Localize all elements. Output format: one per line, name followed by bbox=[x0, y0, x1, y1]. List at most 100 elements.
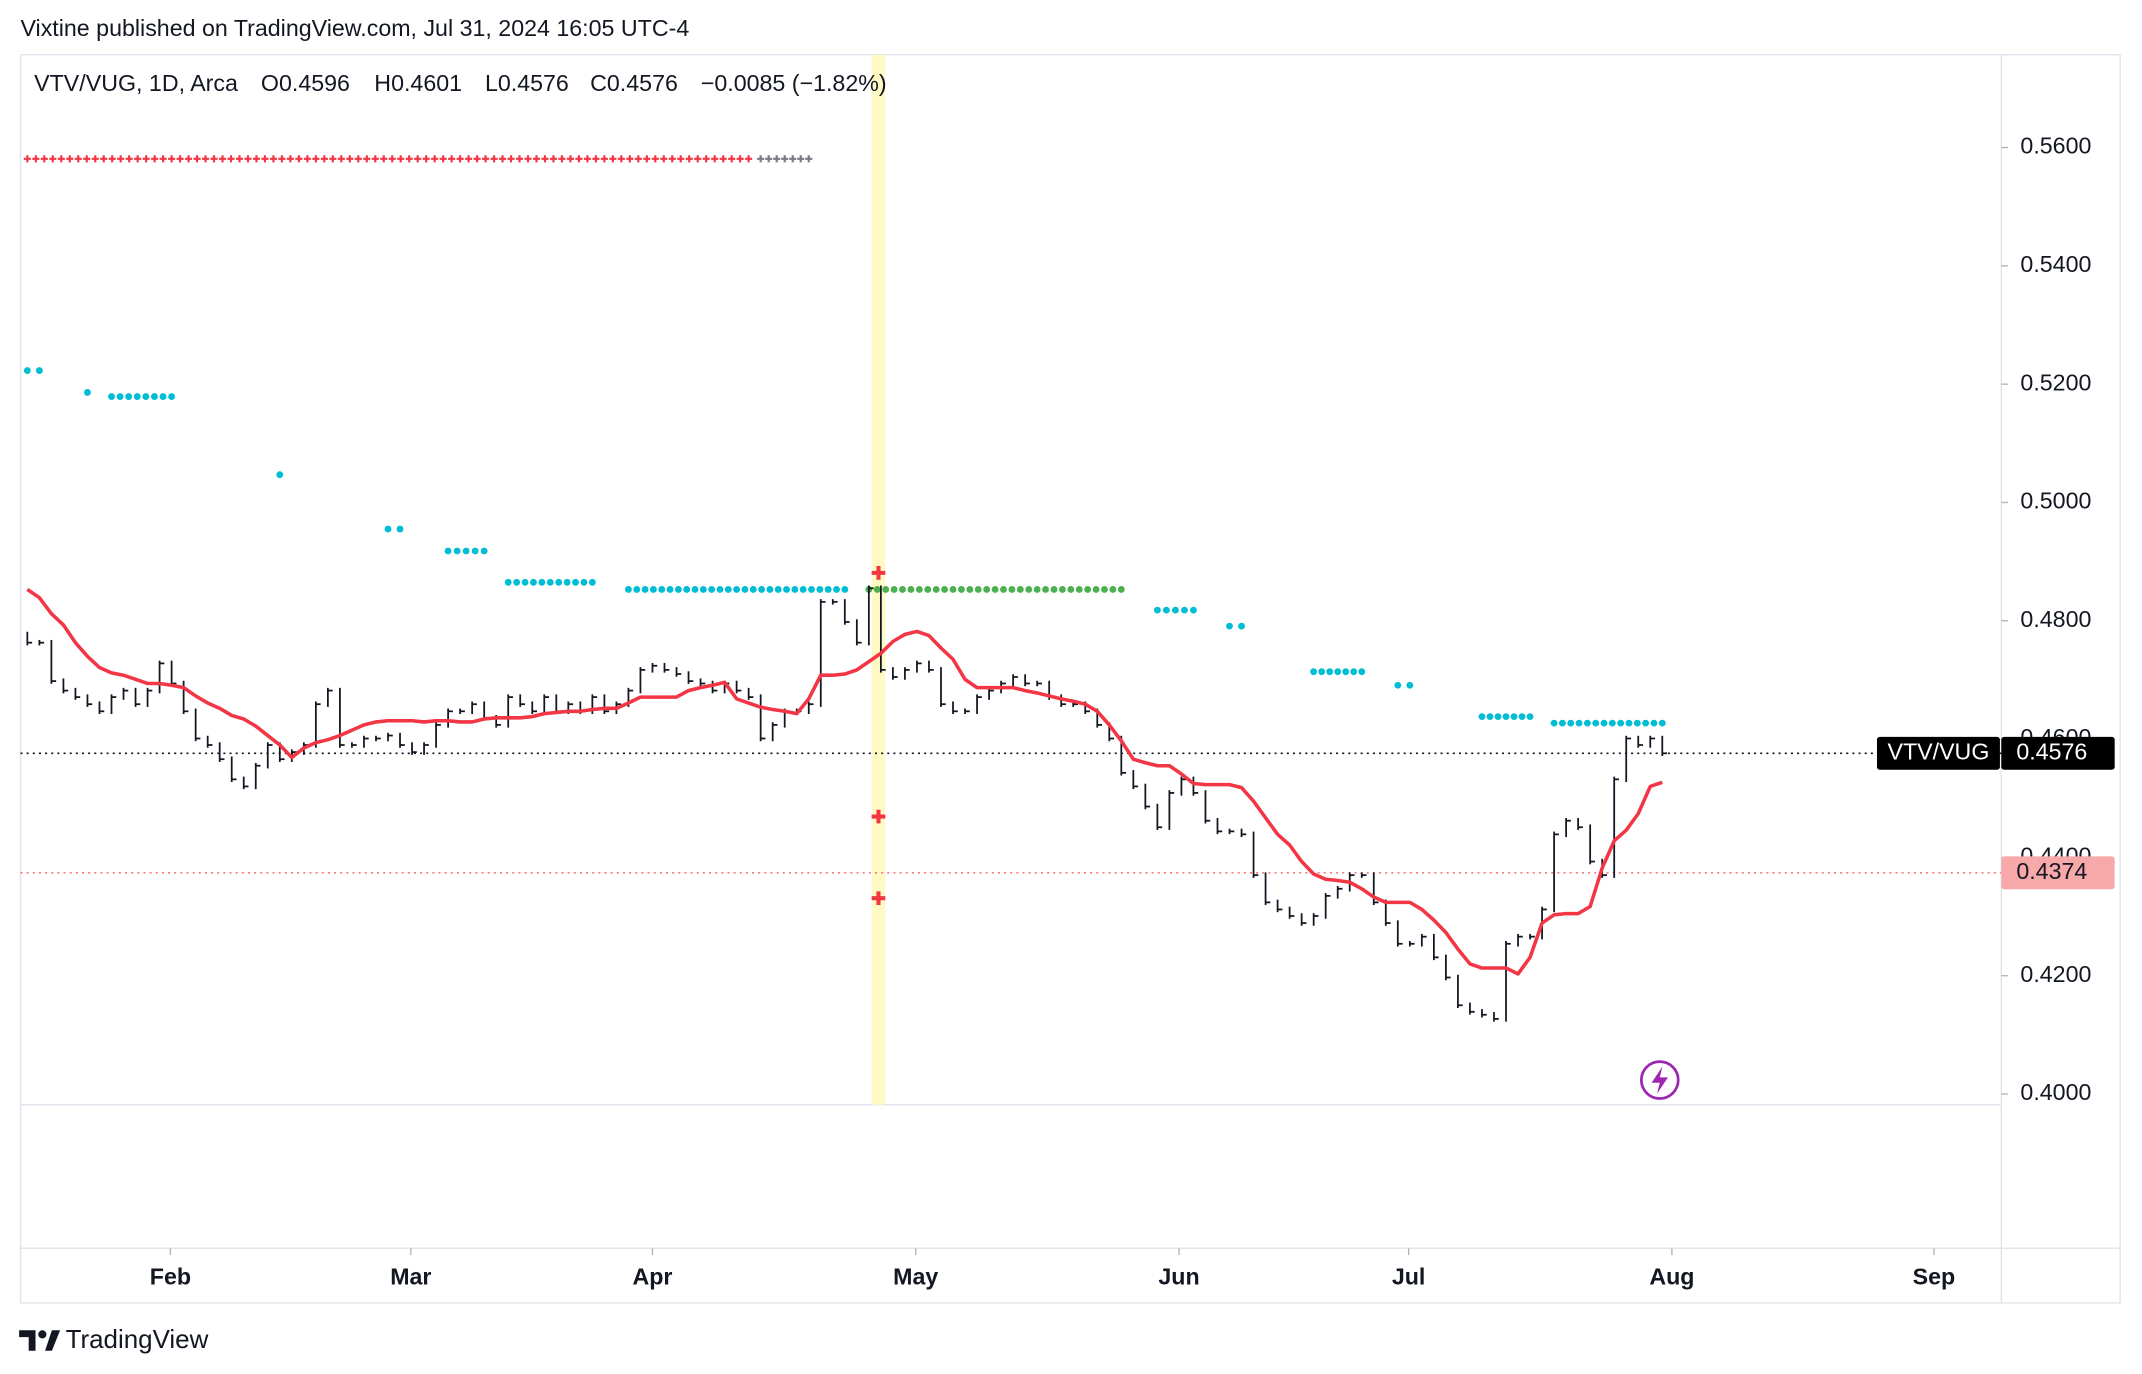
dot-level bbox=[84, 389, 91, 396]
dot bbox=[1058, 586, 1066, 593]
legend-low: L0.4576 bbox=[485, 70, 569, 96]
plot-layer bbox=[20, 155, 2002, 1022]
dot bbox=[588, 578, 596, 586]
y-tick-label: 0.4200 bbox=[2020, 961, 2091, 987]
legend-high: H0.4601 bbox=[374, 70, 462, 96]
dot bbox=[84, 389, 91, 396]
dot bbox=[932, 586, 940, 593]
dot bbox=[873, 586, 881, 593]
dot bbox=[480, 547, 488, 555]
dot-level bbox=[625, 586, 849, 593]
dot bbox=[899, 586, 906, 593]
y-tick-label: 0.5000 bbox=[2020, 488, 2091, 514]
dot-level bbox=[444, 547, 488, 555]
cross-row bbox=[23, 155, 753, 163]
dot bbox=[1334, 668, 1342, 676]
dot bbox=[683, 586, 691, 593]
header-title: Vixtine published on TradingView.com, Ju… bbox=[20, 15, 689, 41]
footer-logo: TradingView bbox=[19, 1324, 209, 1354]
dot bbox=[1025, 586, 1033, 593]
dot bbox=[563, 578, 571, 586]
dot bbox=[791, 586, 799, 593]
dot bbox=[1608, 719, 1616, 727]
dot bbox=[1650, 719, 1658, 727]
dot bbox=[649, 586, 657, 593]
dot bbox=[1326, 668, 1334, 676]
x-tick-label: Sep bbox=[1913, 1263, 1956, 1289]
dot bbox=[1358, 668, 1366, 676]
dot bbox=[471, 547, 479, 555]
dot bbox=[1642, 719, 1650, 727]
dot bbox=[513, 578, 521, 586]
dot bbox=[1494, 713, 1502, 721]
x-tick-label: Feb bbox=[150, 1263, 191, 1289]
x-tick-label: Jul bbox=[1392, 1263, 1426, 1289]
dot bbox=[1226, 622, 1233, 630]
dot bbox=[1238, 622, 1245, 630]
y-tick-label: 0.5200 bbox=[2020, 369, 2091, 395]
dot bbox=[882, 586, 890, 593]
legend-symbol: VTV/VUG, 1D, Arca bbox=[34, 70, 238, 96]
price-label-box bbox=[2001, 856, 2115, 890]
alert-icon[interactable] bbox=[1639, 1060, 1680, 1100]
dot-level bbox=[865, 586, 1125, 593]
series-name-box bbox=[1876, 736, 2000, 770]
dot bbox=[941, 586, 949, 593]
series-name: VTV/VUG bbox=[1888, 738, 1990, 764]
dot bbox=[23, 367, 31, 374]
dot bbox=[1181, 606, 1188, 614]
legend: VTV/VUG, 1D, Arca O0.4596 H0.4601 L0.457… bbox=[34, 70, 886, 96]
dot bbox=[625, 586, 632, 593]
dot bbox=[1153, 606, 1161, 614]
dot bbox=[1000, 586, 1007, 593]
signal-cross bbox=[871, 809, 886, 824]
dot bbox=[1575, 719, 1583, 727]
price-label-box bbox=[2001, 736, 2115, 770]
dot bbox=[1658, 719, 1666, 727]
cross-row bbox=[757, 155, 813, 163]
dot bbox=[741, 586, 749, 593]
dot bbox=[633, 586, 641, 593]
dot bbox=[1518, 713, 1526, 721]
dot bbox=[1550, 719, 1558, 727]
dot-level bbox=[504, 578, 596, 586]
dot bbox=[733, 586, 741, 593]
dot bbox=[799, 586, 807, 593]
dot-level bbox=[1310, 668, 1366, 676]
logo-mark bbox=[45, 1330, 61, 1351]
dot bbox=[1016, 586, 1024, 593]
dot bbox=[151, 393, 158, 401]
dot bbox=[1350, 668, 1358, 676]
dot bbox=[758, 586, 766, 593]
dot bbox=[1394, 681, 1402, 689]
dot bbox=[1600, 719, 1608, 727]
dot bbox=[580, 578, 588, 586]
dot bbox=[384, 525, 392, 533]
dot bbox=[824, 586, 832, 593]
alert-icon-bolt[interactable] bbox=[1651, 1066, 1668, 1094]
frame bbox=[19, 54, 2121, 1304]
dot bbox=[396, 525, 404, 533]
y-tick-label: 0.5600 bbox=[2020, 133, 2091, 159]
dot bbox=[749, 586, 757, 593]
x-tick-label: Jun bbox=[1158, 1263, 1199, 1289]
legend-close: C0.4576 bbox=[590, 70, 678, 96]
y-tick-label: 0.4000 bbox=[2020, 1079, 2091, 1105]
dot bbox=[1342, 668, 1350, 676]
dot bbox=[699, 586, 707, 593]
dot bbox=[1478, 713, 1486, 721]
dot bbox=[1117, 586, 1125, 593]
legend-change: −0.0085 (−1.82%) bbox=[701, 70, 887, 96]
dot bbox=[907, 586, 915, 593]
dot bbox=[142, 393, 150, 401]
dot-level bbox=[108, 393, 176, 401]
dot bbox=[1310, 668, 1318, 676]
dot bbox=[1502, 713, 1510, 721]
y-tick-label: 0.5400 bbox=[2020, 251, 2091, 277]
legend-open: O0.4596 bbox=[261, 70, 350, 96]
dot bbox=[691, 586, 699, 593]
dot bbox=[1190, 606, 1197, 614]
dot bbox=[108, 393, 115, 401]
logo-mark bbox=[38, 1330, 47, 1339]
